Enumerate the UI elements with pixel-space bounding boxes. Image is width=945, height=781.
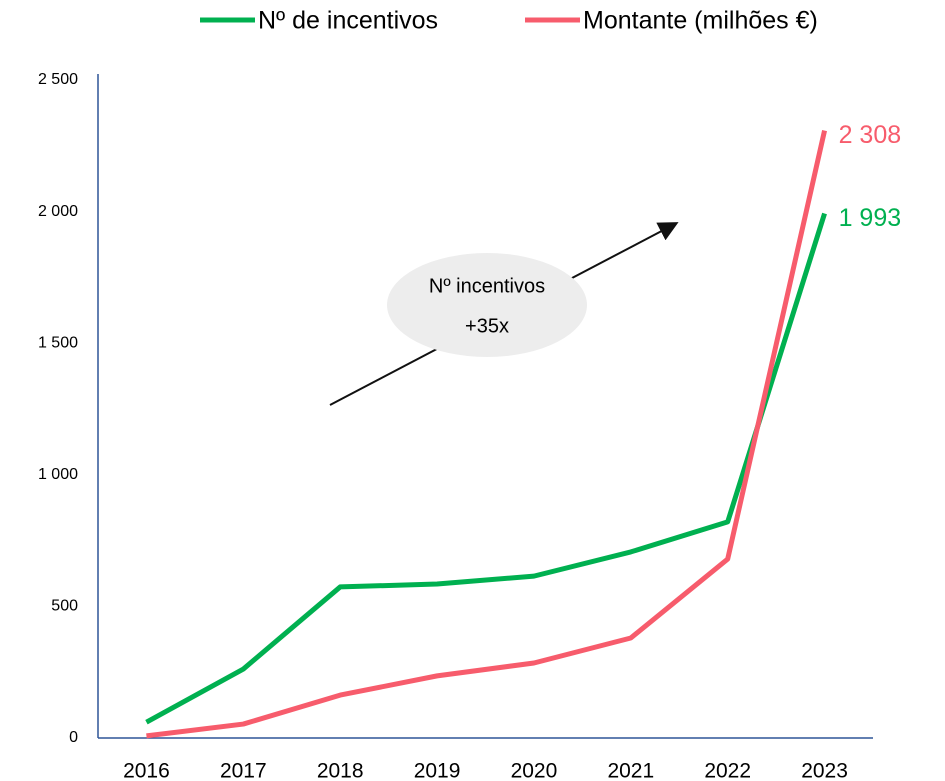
x-tick-label: 2017 — [220, 760, 267, 781]
y-tick-label: 2 500 — [38, 71, 78, 88]
annotation-text: +35x — [465, 315, 509, 337]
y-tick-label: 1 500 — [38, 334, 78, 351]
x-tick-label: 2023 — [801, 760, 848, 781]
x-tick-label: 2018 — [317, 760, 364, 781]
legend-label: Nº de incentivos — [258, 7, 438, 35]
series-line — [146, 129, 828, 739]
annotation-text: Nº incentivos — [429, 275, 545, 297]
x-tick-label: 2021 — [607, 760, 654, 781]
annotation-bubble — [387, 253, 587, 357]
series-line — [145, 212, 827, 725]
x-tick-label: 2020 — [511, 760, 558, 781]
y-tick-label: 2 000 — [38, 203, 78, 220]
y-tick-label: 0 — [69, 729, 78, 746]
data-label: 2 308 — [839, 121, 902, 149]
y-tick-label: 1 000 — [38, 466, 78, 483]
legend-label: Montante (milhões €) — [583, 7, 818, 35]
x-tick-label: 2022 — [704, 760, 751, 781]
x-tick-label: 2016 — [123, 760, 170, 781]
x-tick-label: 2019 — [414, 760, 461, 781]
data-label: 1 993 — [839, 204, 902, 232]
y-tick-label: 500 — [51, 598, 78, 615]
